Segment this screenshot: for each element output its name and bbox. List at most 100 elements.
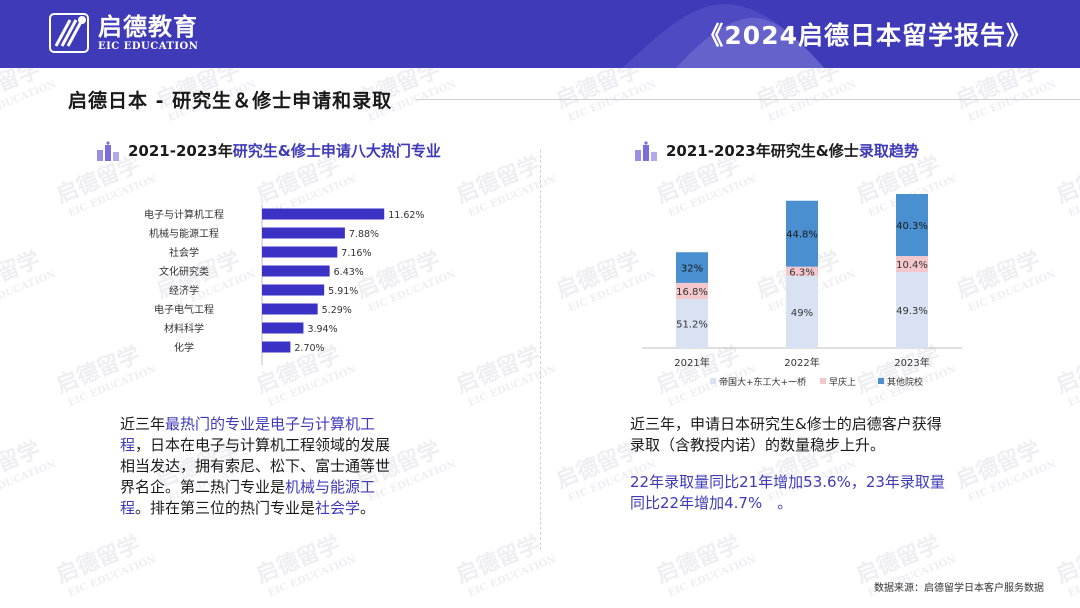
stack-segment xyxy=(786,266,818,276)
watermark-text-en: EIC EDUCATION xyxy=(0,459,58,504)
legend-swatch xyxy=(878,378,884,384)
logo-text-cn: 启德教育 xyxy=(98,12,198,41)
watermark-text-en: EIC EDUCATION xyxy=(467,554,558,599)
desc-highlight: 社会学 xyxy=(315,499,361,517)
desc-text: ，日本在电子与计算机工程领域的发展相当发达，拥有索尼、松下、富士通等世界名企。第… xyxy=(120,436,391,496)
category-label: 机械与能源工程 xyxy=(149,227,219,240)
right-section-heading: 2021-2023年研究生&修士录取趋势 xyxy=(634,140,919,161)
logo: 启德教育 EIC EDUCATION xyxy=(48,10,198,54)
ranking-icon xyxy=(635,140,657,161)
watermark-text-en: EIC EDUCATION xyxy=(67,554,158,599)
mountain-decoration xyxy=(621,4,825,68)
bar xyxy=(262,284,325,296)
data-label: 2.70% xyxy=(294,343,324,354)
category-label: 经济学 xyxy=(169,284,199,297)
admission-trend-stacked-chart: 51.2% 16.8% 32% 2021年 49% 6.3% 44.8% 2022年 49.3%… xyxy=(642,194,962,388)
segment-label: 16.8% xyxy=(676,287,708,298)
watermark-text-cn: 启德留学 xyxy=(1053,151,1080,208)
bar xyxy=(262,265,330,277)
watermark-text-cn: 启德留学 xyxy=(753,68,844,114)
stack-segment xyxy=(676,298,708,348)
section-divider xyxy=(540,150,541,550)
stack-segment xyxy=(896,256,928,273)
data-label: 11.62% xyxy=(388,210,424,221)
watermark-text-cn: 启德留学 xyxy=(953,436,1044,493)
legend-label: 其他院校 xyxy=(887,376,923,388)
watermark-text-cn: 启德留学 xyxy=(0,246,44,303)
watermark-text-en: EIC EDUCATION xyxy=(467,174,558,219)
bar xyxy=(262,322,304,334)
stack-segment xyxy=(896,194,928,257)
right-heading-highlight: 录取趋势 xyxy=(858,142,919,160)
left-section-heading: 2021-2023年研究生&修士申请八大热门专业 xyxy=(96,140,441,161)
desc-highlight: 机械与能源工程 xyxy=(120,478,376,517)
left-heading-highlight: 研究生&修士申请八大热门专业 xyxy=(232,142,441,160)
bar xyxy=(262,303,318,315)
watermark-text-cn: 启德留学 xyxy=(0,436,44,493)
watermark-text-cn: 启德留学 xyxy=(453,151,544,208)
watermark-text-en: EIC EDUCATION xyxy=(967,79,1058,124)
bar xyxy=(262,227,345,239)
category-label: 文化研究类 xyxy=(159,265,209,278)
watermark-text-en: EIC EDUCATION xyxy=(567,79,658,124)
watermark-text-cn: 启德留学 xyxy=(953,68,1044,114)
watermark-text-cn: 启德留学 xyxy=(1053,341,1080,398)
legend-label: 早庆上 xyxy=(829,376,856,388)
watermark-text-en: EIC EDUCATION xyxy=(1067,364,1080,409)
bar xyxy=(262,246,338,258)
right-description: 近三年，申请日本研究生&修士的启德客户获得录取（含教授内诺）的数量稳步上升。 xyxy=(630,415,942,454)
eic-logo-icon xyxy=(49,13,89,53)
desc-highlight: 最热门的专业是电子与计算机工程 xyxy=(120,415,376,454)
stack-segment xyxy=(786,200,818,267)
stack-segment xyxy=(676,252,708,283)
header-bar: 启德教育 EIC EDUCATION 《2024启德日本留学报告》 xyxy=(0,0,1080,68)
data-label: 5.29% xyxy=(322,305,352,316)
watermark-text-en: EIC EDUCATION xyxy=(0,269,58,314)
segment-label: 40.3% xyxy=(896,221,928,232)
watermark-text-en: EIC EDUCATION xyxy=(467,364,558,409)
category-label: 2023年 xyxy=(894,356,929,369)
left-description: 近三年最热门的专业是电子与计算机工程，日本在电子与计算机工程领域的发展相当发达，… xyxy=(120,414,395,519)
data-label: 6.43% xyxy=(334,267,364,278)
watermark-text-en: EIC EDUCATION xyxy=(767,79,858,124)
title-underline xyxy=(416,99,1080,100)
bar xyxy=(262,208,385,220)
legend-label: 帝国大+东工大+一桥 xyxy=(719,376,806,388)
watermark-text-cn: 启德留学 xyxy=(553,68,644,114)
segment-label: 49.3% xyxy=(896,306,928,317)
watermark-text-cn: 启德留学 xyxy=(0,68,44,114)
hot-majors-bar-chart: 电子与计算机工程 11.62% 机械与能源工程 7.88% 社会学 7.16% 文化研究类 6… xyxy=(144,205,424,365)
ranking-icon xyxy=(97,140,119,161)
right-heading-plain: 2021-2023年研究生&修士 xyxy=(666,142,859,160)
left-heading-years: 2021-2023年 xyxy=(128,142,233,160)
stack-segment xyxy=(786,275,818,348)
category-label: 2022年 xyxy=(784,356,819,369)
data-source-note: 数据来源：启德留学日本客户服务数据 xyxy=(874,583,1044,594)
data-label: 7.16% xyxy=(341,248,371,259)
logo-text-en: EIC EDUCATION xyxy=(98,40,199,52)
desc-text: 。 xyxy=(360,499,376,517)
category-label: 电子电气工程 xyxy=(154,303,214,316)
watermark-text-en: EIC EDUCATION xyxy=(1067,174,1080,219)
stack-segment xyxy=(676,282,708,299)
watermark-text-en: EIC EDUCATION xyxy=(1067,554,1080,599)
report-title: 《2024启德日本留学报告》 xyxy=(698,21,1032,50)
segment-label: 49% xyxy=(791,308,813,319)
category-label: 材料科学 xyxy=(164,322,204,335)
data-label: 3.94% xyxy=(307,324,337,335)
data-label: 5.91% xyxy=(328,286,358,297)
right-growth-description: 22年录取量同比21年增加53.6%，23年录取量同比22年增加4.7% 。 xyxy=(630,473,945,512)
segment-label: 51.2% xyxy=(676,319,708,330)
watermark-text-cn: 启德留学 xyxy=(253,531,344,588)
desc-text: 近三年 xyxy=(120,415,166,433)
